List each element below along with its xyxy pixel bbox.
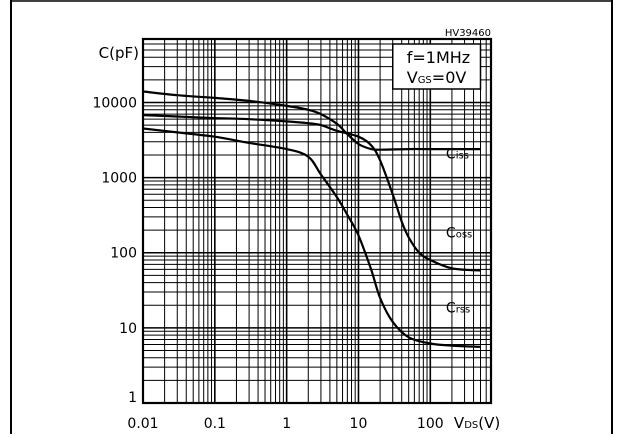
series-label-sub: rss bbox=[456, 305, 471, 316]
x-axis-label-sub: DS bbox=[464, 420, 478, 431]
condition-vgs-sub: GS bbox=[418, 75, 432, 86]
condition-vgs: VGS=0V bbox=[407, 68, 467, 87]
series-label-oss: Coss bbox=[446, 226, 472, 242]
y-tick-label: 100 bbox=[110, 246, 137, 262]
curve-oss bbox=[142, 114, 481, 272]
x-axis-label: VDS(V) bbox=[454, 414, 500, 432]
curve-rss bbox=[142, 127, 481, 348]
grid bbox=[143, 39, 491, 403]
y-tick-label: 10 bbox=[119, 321, 137, 337]
plot-frame bbox=[141, 37, 493, 405]
curves bbox=[142, 90, 481, 348]
series-label-sub: iss bbox=[456, 150, 469, 161]
x-tick-label: 1 bbox=[282, 416, 291, 432]
x-tick-label: 100 bbox=[417, 416, 444, 432]
y-tick-label: 1 bbox=[128, 390, 137, 406]
series-label-rss: Crss bbox=[446, 301, 470, 317]
y-tick-label: 1000 bbox=[101, 171, 137, 187]
series-label-sub: oss bbox=[456, 230, 473, 241]
condition-box bbox=[391, 43, 482, 90]
series-label-main: C bbox=[446, 301, 456, 317]
condition-frequency: f=1MHz bbox=[407, 48, 470, 67]
series-label-main: C bbox=[446, 226, 456, 242]
series-label-iss: Ciss bbox=[446, 146, 469, 162]
x-tick-label: 0.01 bbox=[127, 416, 158, 432]
condition-vgs-rest: =0V bbox=[432, 68, 467, 87]
x-axis-label-main: V bbox=[454, 414, 465, 432]
y-axis-label: C(pF) bbox=[99, 44, 139, 62]
y-tick-labels: 1 10 100 1000 10000 bbox=[92, 95, 137, 406]
series-label-main: C bbox=[446, 146, 456, 162]
x-tick-label: 0.1 bbox=[204, 416, 226, 432]
curve-iss bbox=[142, 90, 481, 151]
x-axis-label-unit: (V) bbox=[478, 414, 500, 432]
condition-vgs-main: V bbox=[407, 68, 418, 87]
x-tick-labels: 0.01 0.1 1 10 100 bbox=[127, 416, 443, 432]
figure-code: HV39460 bbox=[445, 28, 491, 39]
y-tick-label: 10000 bbox=[92, 95, 137, 111]
x-tick-label: 10 bbox=[350, 416, 368, 432]
